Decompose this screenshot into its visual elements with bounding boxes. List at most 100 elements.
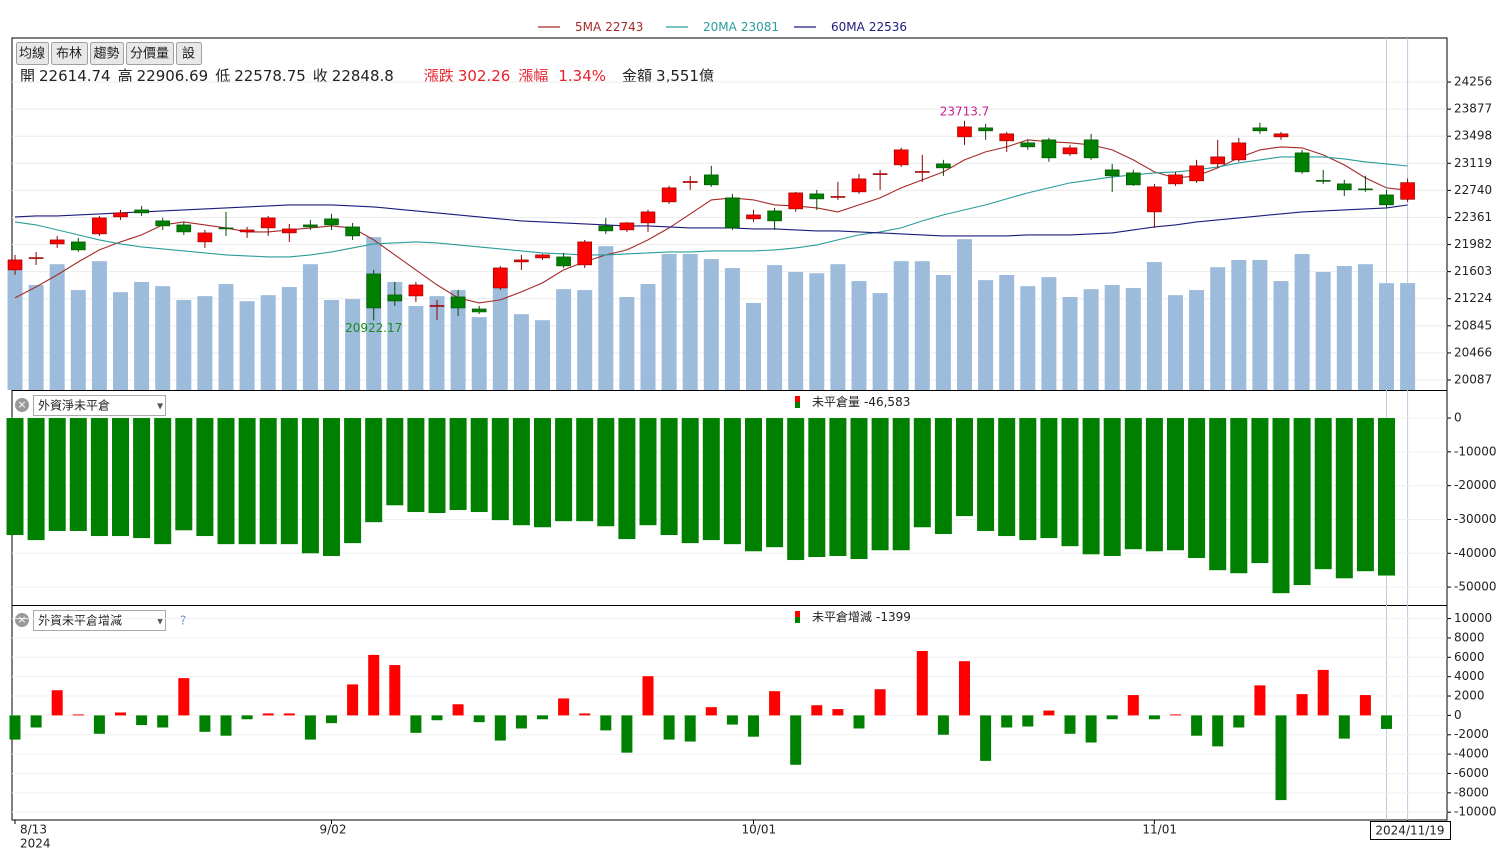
bar: [1103, 418, 1121, 556]
volume-bar: [1231, 259, 1247, 390]
bar: [1145, 418, 1163, 552]
bar: [684, 715, 696, 742]
low-annotation: 20922.17: [345, 321, 402, 335]
bar: [642, 676, 654, 716]
candle-body: [134, 209, 149, 214]
toolbar-button[interactable]: 分價量: [126, 42, 174, 65]
bar: [72, 714, 84, 716]
bar: [832, 709, 844, 716]
x-year-label: 2024: [20, 837, 51, 850]
info-item: 22578.75: [234, 67, 306, 85]
bar: [618, 418, 636, 540]
legend-icon: [795, 611, 800, 617]
toolbar-button[interactable]: 趨勢: [90, 42, 124, 65]
bar: [621, 715, 633, 753]
dropdown[interactable]: [33, 610, 166, 631]
dropdown-label: 外資淨未平倉: [38, 398, 110, 413]
volume-bar: [893, 261, 909, 390]
bar: [808, 418, 826, 558]
candle-body: [1189, 165, 1204, 182]
bar: [344, 418, 362, 544]
x-tick-label: 11/01: [1142, 823, 1177, 837]
dropdown[interactable]: [33, 395, 166, 416]
volume-bar: [471, 317, 487, 390]
legend-name: 20MA: [703, 20, 738, 34]
toolbar-button[interactable]: 設: [176, 42, 202, 65]
volume-bar: [767, 265, 783, 390]
info-item: 高: [118, 67, 133, 85]
volume-bar: [1020, 286, 1036, 390]
volume-bar: [978, 280, 994, 390]
candle-body: [113, 212, 128, 218]
x-tick-label: 10/01: [742, 823, 777, 837]
bar: [386, 418, 404, 506]
bar: [934, 418, 952, 535]
volume-bar: [1210, 267, 1226, 390]
bar: [1272, 418, 1290, 594]
candle-body: [1147, 186, 1162, 213]
volume-bar: [345, 299, 361, 390]
bar: [1064, 715, 1076, 734]
candle-body: [809, 193, 825, 200]
volume-bar: [450, 290, 466, 390]
volume-bar: [1041, 277, 1057, 390]
candle-body: [1358, 188, 1373, 191]
candle-body: [197, 232, 213, 243]
volume-bar: [155, 286, 171, 390]
y-tick-label: 0: [1454, 708, 1462, 722]
candle-body: [429, 305, 445, 307]
candle-body: [978, 127, 993, 132]
bar: [1019, 418, 1037, 541]
volume-bar: [556, 289, 572, 390]
candle-body: [556, 256, 571, 267]
y-tick-label: 21982: [1454, 237, 1492, 251]
info-item: 1.34%: [558, 67, 606, 85]
bar: [301, 418, 319, 554]
bar: [1167, 418, 1184, 551]
volume-bar: [957, 239, 972, 390]
bar: [555, 418, 573, 522]
legend-value: 23081: [741, 20, 779, 34]
candle-body: [387, 294, 403, 302]
volume-bar: [724, 268, 740, 390]
bar: [769, 691, 781, 716]
volume-bar: [113, 292, 128, 390]
bar: [115, 712, 126, 716]
y-tick-label: 20845: [1454, 318, 1492, 332]
toolbar-button[interactable]: 布林: [51, 42, 88, 65]
bar: [1209, 418, 1227, 571]
volume-bar: [640, 284, 656, 390]
legend-entry: 60MA 22536: [831, 20, 907, 34]
candle-body: [1126, 172, 1141, 186]
bar: [702, 418, 720, 541]
legend-entry: 20MA 23081: [703, 20, 779, 34]
bar: [663, 715, 675, 740]
bar: [1188, 418, 1206, 559]
bar: [639, 418, 657, 526]
y-tick-label: -10000: [1454, 805, 1496, 819]
y-tick-label: -2000: [1454, 727, 1489, 741]
candle-body: [640, 211, 656, 224]
volume-bar: [70, 290, 86, 390]
bar: [874, 689, 886, 716]
bar: [494, 715, 506, 741]
y-tick-label: 4000: [1454, 669, 1485, 683]
info-item: 開: [20, 67, 35, 85]
bar: [238, 418, 256, 545]
x-tick-label: 8/13: [20, 823, 47, 837]
volume-bar: [851, 281, 867, 390]
info-item: 漲幅: [518, 67, 548, 85]
help-icon[interactable]: ?: [180, 614, 186, 628]
close-icon[interactable]: [15, 398, 29, 412]
y-tick-label: -30000: [1454, 512, 1496, 526]
bar: [1001, 715, 1013, 728]
close-icon[interactable]: [15, 613, 29, 627]
volume-bar: [1125, 287, 1141, 390]
y-tick-label: 23498: [1454, 129, 1492, 143]
bar: [217, 418, 235, 545]
toolbar-button[interactable]: 均線: [16, 42, 49, 65]
volume-bar: [872, 293, 888, 390]
candle-body: [619, 222, 635, 231]
candle-body: [1379, 194, 1394, 206]
volume-bar: [1379, 283, 1394, 390]
